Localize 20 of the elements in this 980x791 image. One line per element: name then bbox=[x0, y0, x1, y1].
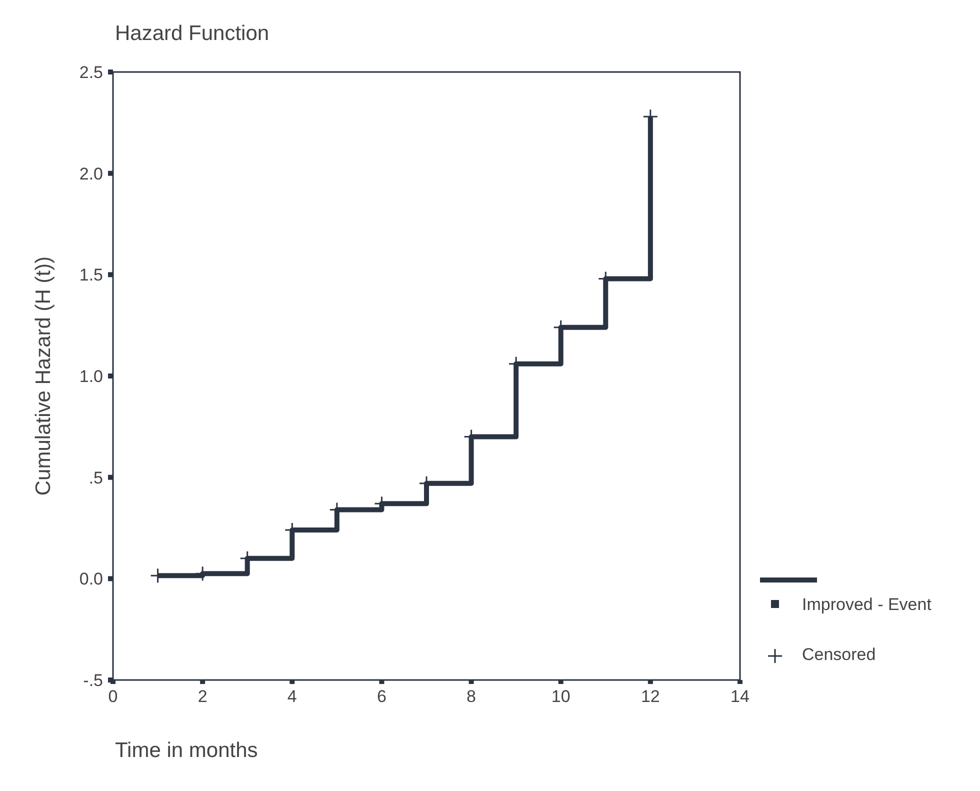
legend-label: Improved - Event bbox=[802, 595, 932, 614]
y-axis-title: Cumulative Hazard (H (t)) bbox=[32, 256, 55, 496]
x-tick-label: 10 bbox=[551, 687, 570, 706]
legend-label: Censored bbox=[802, 645, 876, 664]
x-tick-label: 14 bbox=[730, 687, 750, 706]
x-tick-label: 0 bbox=[108, 687, 118, 706]
y-tick-label: 0.0 bbox=[79, 570, 103, 589]
y-tick-label: 1.5 bbox=[79, 266, 103, 285]
x-tick-label: 4 bbox=[287, 687, 297, 706]
chart-title: Hazard Function bbox=[115, 22, 270, 45]
y-tick-label: 1.0 bbox=[79, 367, 103, 386]
x-tick-label: 6 bbox=[376, 687, 386, 706]
x-tick-label: 12 bbox=[640, 687, 660, 706]
y-tick-label: 2.0 bbox=[79, 164, 103, 184]
y-tick-label: -.5 bbox=[83, 671, 103, 690]
y-tick-label: 2.5 bbox=[79, 63, 103, 82]
x-tick-label: 8 bbox=[466, 687, 476, 706]
x-axis-title: Time in months bbox=[115, 739, 258, 762]
x-tick-label: 2 bbox=[198, 687, 208, 706]
y-tick-label: .5 bbox=[88, 468, 103, 488]
